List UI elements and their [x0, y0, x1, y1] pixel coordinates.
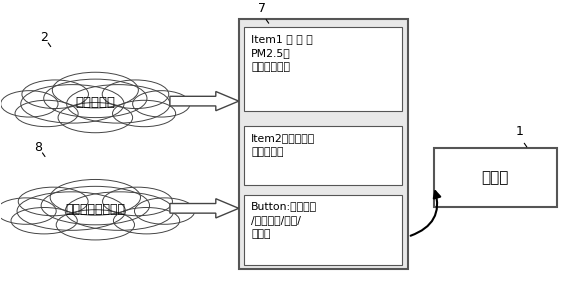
FancyBboxPatch shape	[239, 19, 408, 269]
Text: Item2：该城市当
天天气状况: Item2：该城市当 天天气状况	[251, 133, 316, 157]
Ellipse shape	[102, 187, 172, 216]
Ellipse shape	[56, 210, 135, 240]
Ellipse shape	[67, 85, 170, 123]
Text: 单片机: 单片机	[482, 170, 509, 185]
Text: 1: 1	[516, 125, 524, 138]
Ellipse shape	[15, 100, 78, 127]
Text: Button:窗户组开
/关（客厅/厨房/
卧室）: Button:窗户组开 /关（客厅/厨房/ 卧室）	[251, 201, 317, 239]
Ellipse shape	[21, 85, 124, 123]
Ellipse shape	[113, 100, 175, 127]
Ellipse shape	[22, 80, 89, 108]
FancyBboxPatch shape	[244, 27, 402, 111]
Ellipse shape	[44, 79, 147, 118]
Text: 2: 2	[40, 31, 48, 44]
Polygon shape	[170, 199, 239, 218]
FancyBboxPatch shape	[434, 148, 557, 207]
Text: 云端服务器: 云端服务器	[75, 96, 116, 109]
Ellipse shape	[135, 198, 195, 224]
Text: Item1 ： 室 外
PM2.5值
室外温湿度值: Item1 ： 室 外 PM2.5值 室外温湿度值	[251, 34, 313, 72]
Ellipse shape	[50, 179, 140, 215]
Ellipse shape	[58, 102, 133, 133]
Text: 7: 7	[258, 1, 266, 15]
Ellipse shape	[41, 186, 150, 225]
Ellipse shape	[17, 192, 125, 230]
Ellipse shape	[0, 198, 56, 224]
Text: 8: 8	[34, 141, 42, 154]
Ellipse shape	[1, 91, 58, 117]
Polygon shape	[170, 92, 239, 111]
Ellipse shape	[11, 208, 77, 234]
FancyBboxPatch shape	[244, 126, 402, 185]
Ellipse shape	[133, 91, 190, 117]
Ellipse shape	[113, 208, 179, 234]
Ellipse shape	[102, 80, 169, 108]
Ellipse shape	[52, 72, 139, 108]
Text: 国家气象局服务器: 国家气象局服务器	[66, 203, 125, 216]
FancyBboxPatch shape	[244, 194, 402, 265]
Ellipse shape	[65, 192, 174, 230]
Ellipse shape	[18, 187, 88, 216]
